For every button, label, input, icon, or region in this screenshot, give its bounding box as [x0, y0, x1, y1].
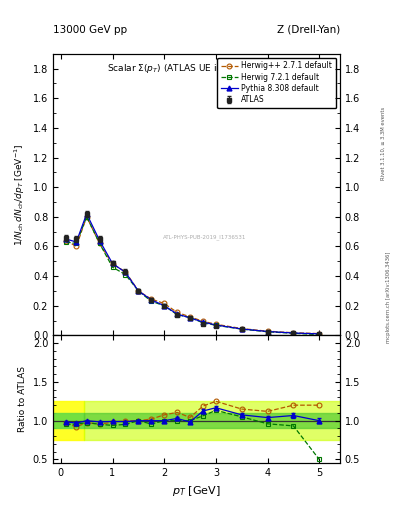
Herwig 7.2.1 default	[136, 288, 141, 294]
Herwig++ 2.7.1 default	[97, 241, 102, 247]
Herwig++ 2.7.1 default	[175, 309, 180, 315]
Text: ATL-PHYS-PUB-2019_I1736531: ATL-PHYS-PUB-2019_I1736531	[163, 234, 247, 240]
Pythia 8.308 default	[123, 269, 128, 275]
Pythia 8.308 default	[175, 311, 180, 317]
Line: Herwig++ 2.7.1 default: Herwig++ 2.7.1 default	[64, 215, 322, 336]
Line: Herwig 7.2.1 default: Herwig 7.2.1 default	[64, 215, 322, 337]
Y-axis label: $1/N_{\rm ch}\,dN_{\rm ch}/dp_T\;[{\rm GeV}^{-1}]$: $1/N_{\rm ch}\,dN_{\rm ch}/dp_T\;[{\rm G…	[13, 143, 27, 246]
Herwig 7.2.1 default	[110, 264, 115, 270]
Herwig++ 2.7.1 default	[239, 326, 244, 332]
Herwig++ 2.7.1 default	[188, 314, 193, 320]
X-axis label: $p_T$ [GeV]: $p_T$ [GeV]	[172, 484, 221, 498]
Pythia 8.308 default	[149, 297, 154, 303]
Herwig 7.2.1 default	[123, 271, 128, 278]
Pythia 8.308 default	[64, 236, 68, 242]
Herwig++ 2.7.1 default	[162, 301, 167, 307]
Herwig 7.2.1 default	[149, 298, 154, 304]
Herwig 7.2.1 default	[64, 239, 68, 245]
Herwig++ 2.7.1 default	[136, 288, 141, 294]
Pythia 8.308 default	[162, 303, 167, 309]
Pythia 8.308 default	[84, 211, 89, 217]
Pythia 8.308 default	[97, 238, 102, 244]
Herwig 7.2.1 default	[74, 241, 79, 247]
Herwig 7.2.1 default	[265, 329, 270, 335]
Herwig 7.2.1 default	[162, 303, 167, 309]
Text: Z (Drell-Yan): Z (Drell-Yan)	[277, 25, 340, 35]
Herwig 7.2.1 default	[291, 330, 296, 336]
Pythia 8.308 default	[188, 315, 193, 321]
Pythia 8.308 default	[213, 322, 218, 328]
Herwig++ 2.7.1 default	[317, 331, 321, 337]
Herwig 7.2.1 default	[188, 314, 193, 321]
Pythia 8.308 default	[239, 326, 244, 332]
Herwig 7.2.1 default	[213, 322, 218, 328]
Pythia 8.308 default	[136, 288, 141, 294]
Herwig++ 2.7.1 default	[149, 296, 154, 302]
Legend: Herwig++ 2.7.1 default, Herwig 7.2.1 default, Pythia 8.308 default, ATLAS: Herwig++ 2.7.1 default, Herwig 7.2.1 def…	[217, 57, 336, 108]
Text: Rivet 3.1.10, ≥ 3.3M events: Rivet 3.1.10, ≥ 3.3M events	[381, 106, 386, 180]
Herwig 7.2.1 default	[200, 319, 205, 326]
Herwig++ 2.7.1 default	[74, 243, 79, 249]
Herwig 7.2.1 default	[97, 241, 102, 247]
Herwig++ 2.7.1 default	[110, 261, 115, 267]
Pythia 8.308 default	[317, 331, 321, 337]
Herwig++ 2.7.1 default	[213, 321, 218, 327]
Herwig++ 2.7.1 default	[200, 318, 205, 325]
Pythia 8.308 default	[74, 239, 79, 245]
Text: Scalar $\Sigma(p_T)$ (ATLAS UE in Z production): Scalar $\Sigma(p_T)$ (ATLAS UE in Z prod…	[107, 62, 286, 75]
Pythia 8.308 default	[291, 330, 296, 336]
Herwig++ 2.7.1 default	[123, 269, 128, 275]
Herwig++ 2.7.1 default	[291, 330, 296, 336]
Herwig 7.2.1 default	[239, 326, 244, 332]
Pythia 8.308 default	[200, 319, 205, 325]
Text: 13000 GeV pp: 13000 GeV pp	[53, 25, 127, 35]
Herwig 7.2.1 default	[84, 214, 89, 220]
Pythia 8.308 default	[110, 261, 115, 267]
Herwig 7.2.1 default	[317, 332, 321, 338]
Herwig++ 2.7.1 default	[84, 214, 89, 220]
Herwig++ 2.7.1 default	[64, 238, 68, 244]
Y-axis label: Ratio to ATLAS: Ratio to ATLAS	[18, 367, 27, 432]
Herwig++ 2.7.1 default	[265, 328, 270, 334]
Line: Pythia 8.308 default: Pythia 8.308 default	[64, 211, 322, 336]
Text: mcplots.cern.ch [arXiv:1306.3436]: mcplots.cern.ch [arXiv:1306.3436]	[386, 251, 391, 343]
Herwig 7.2.1 default	[175, 311, 180, 317]
Pythia 8.308 default	[265, 328, 270, 334]
